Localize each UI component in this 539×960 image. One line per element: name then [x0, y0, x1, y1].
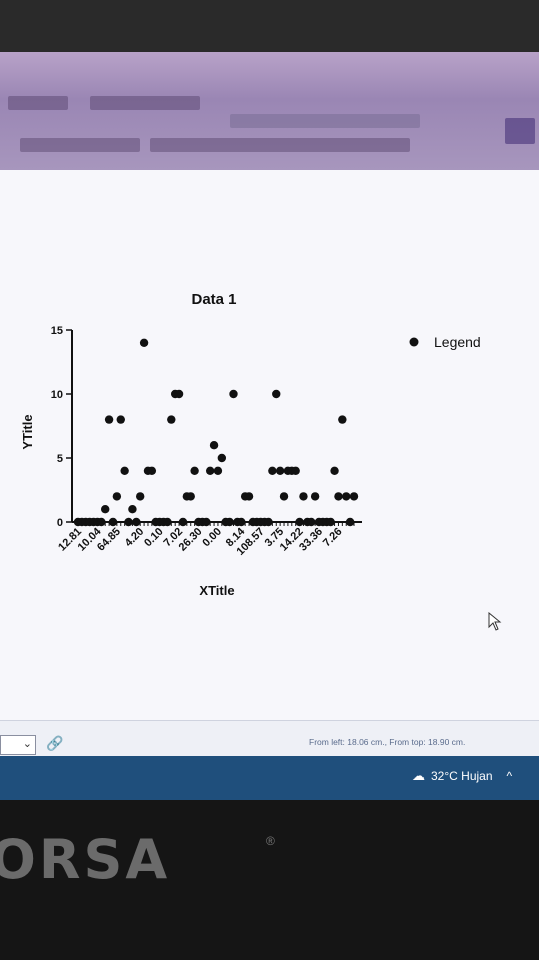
weather-text: 32°C Hujan	[431, 769, 493, 783]
data-point	[307, 517, 316, 527]
data-point	[163, 517, 172, 527]
data-point	[217, 453, 227, 463]
data-point	[147, 466, 157, 475]
data-point	[279, 492, 289, 501]
data-point	[272, 389, 281, 399]
y-axis-title: YTitle	[20, 414, 35, 449]
data-point	[244, 492, 254, 501]
screen: Data 1 YTitle XTitle 0 5 10 15 12.81 10.04 64.…	[0, 52, 539, 800]
registered-mark: ®	[266, 834, 275, 848]
y-tick-label: 5	[57, 453, 63, 465]
taskbar: ☁ 32°C Hujan ^	[0, 756, 539, 800]
data-point	[213, 466, 223, 475]
data-point	[334, 492, 343, 501]
data-point	[101, 505, 110, 514]
legend-label: Legend	[434, 334, 481, 350]
data-point	[299, 492, 308, 501]
graph-canvas[interactable]: Data 1 YTitle XTitle 0 5 10 15 12.81 10.04 64.…	[0, 170, 539, 720]
data-point	[229, 389, 238, 399]
data-point	[205, 466, 215, 475]
data-point	[97, 517, 106, 527]
weather-widget[interactable]: ☁ 32°C Hujan ^	[412, 768, 512, 784]
data-point	[338, 415, 347, 424]
data-point	[120, 466, 129, 475]
data-point	[128, 505, 137, 514]
data-point	[345, 517, 355, 527]
status-bar: ⌄ 🔗 From left: 18.06 cm., From top: 18.9…	[0, 720, 539, 757]
chevron-down-icon: ⌄	[22, 738, 32, 750]
x-tick-label: 0.10	[142, 526, 166, 550]
monitor-top-bezel	[0, 0, 539, 52]
x-tick-label: 4.20	[123, 526, 147, 550]
data-point	[190, 466, 199, 475]
mouse-pointer-icon	[488, 612, 502, 631]
data-point	[310, 492, 320, 501]
data-point	[237, 517, 246, 527]
monitor-brand-logo: ORSA	[0, 828, 171, 891]
data-point	[116, 415, 125, 424]
data-point	[275, 466, 285, 475]
data-point	[349, 492, 359, 501]
data-point	[264, 517, 273, 527]
data-point	[174, 389, 184, 399]
x-tick-label: 7.26	[321, 526, 345, 550]
monitor-bottom-bezel: ORSA ®	[0, 800, 539, 960]
data-point	[178, 517, 188, 527]
data-point	[342, 492, 351, 501]
rain-cloud-icon: ☁	[412, 768, 425, 783]
data-point	[108, 517, 118, 527]
cursor-position-text: From left: 18.06 cm., From top: 18.90 cm…	[309, 737, 466, 747]
data-point	[268, 466, 277, 475]
data-point	[186, 492, 195, 501]
data-point	[104, 415, 114, 424]
data-point	[167, 415, 176, 424]
data-point	[291, 466, 300, 475]
data-point	[209, 441, 219, 450]
x-tick-label: 0.00	[200, 526, 224, 550]
y-tick-label: 10	[51, 389, 63, 401]
data-point	[295, 517, 304, 527]
data-point	[112, 492, 122, 501]
x-axis-title: XTitle	[199, 583, 234, 598]
scatter-chart: Data 1 YTitle XTitle 05101512.8110.0464.…	[20, 291, 481, 598]
y-tick-label: 15	[51, 325, 63, 337]
chart-title: Data 1	[191, 291, 236, 308]
link-icon[interactable]: 🔗	[46, 735, 64, 751]
data-point	[202, 517, 211, 527]
data-point	[326, 517, 335, 527]
legend-marker	[409, 337, 419, 347]
legend: Legend	[409, 334, 481, 350]
data-points	[73, 338, 359, 527]
view-dropdown[interactable]: ⌄	[0, 735, 36, 755]
data-point	[124, 517, 133, 527]
y-tick-label: 0	[57, 517, 63, 529]
data-point	[132, 517, 141, 527]
data-point	[225, 517, 234, 527]
data-point	[139, 338, 149, 347]
chevron-up-icon[interactable]: ^	[506, 769, 513, 783]
toolbar-ribbon	[0, 52, 539, 170]
data-point	[135, 492, 145, 501]
data-point	[330, 466, 339, 475]
